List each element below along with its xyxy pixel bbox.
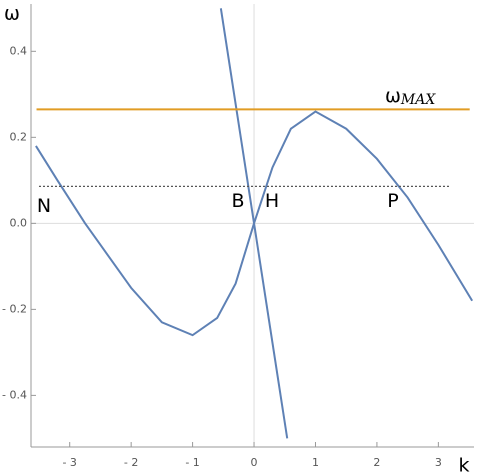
x-tick-label: - 1 [185,456,199,469]
annotation-text: H [265,190,279,212]
annotation: H [265,190,279,212]
y-tick-label: - 0.2 [2,302,27,315]
annotation: ωMAX [385,85,436,109]
annotation-sub: MAX [400,92,436,108]
y-axis-label: ω [4,3,20,25]
x-tick-label: 3 [435,456,442,469]
series-line [35,110,474,337]
x-axis-label: k [458,455,469,476]
x-tick-label: 0 [251,456,258,469]
annotation: P [387,190,398,212]
y-tick-label: - 0.4 [2,388,27,401]
annotation: N [37,195,51,217]
y-tick-label: 0.2 [10,130,28,143]
y-tick-label: 0.0 [10,216,28,229]
x-tick-label: - 3 [62,456,76,469]
annotation-text: P [387,190,398,212]
annotation: B [231,190,244,212]
series-line [219,8,289,439]
annotation-text: ω [385,85,401,107]
annotation-text: N [37,195,51,217]
x-tick-label: 1 [312,456,319,469]
y-tick-label: 0.4 [10,44,28,57]
annotation-text: B [231,190,244,212]
x-tick-label: 2 [373,456,380,469]
x-tick-label: - 2 [124,456,138,469]
